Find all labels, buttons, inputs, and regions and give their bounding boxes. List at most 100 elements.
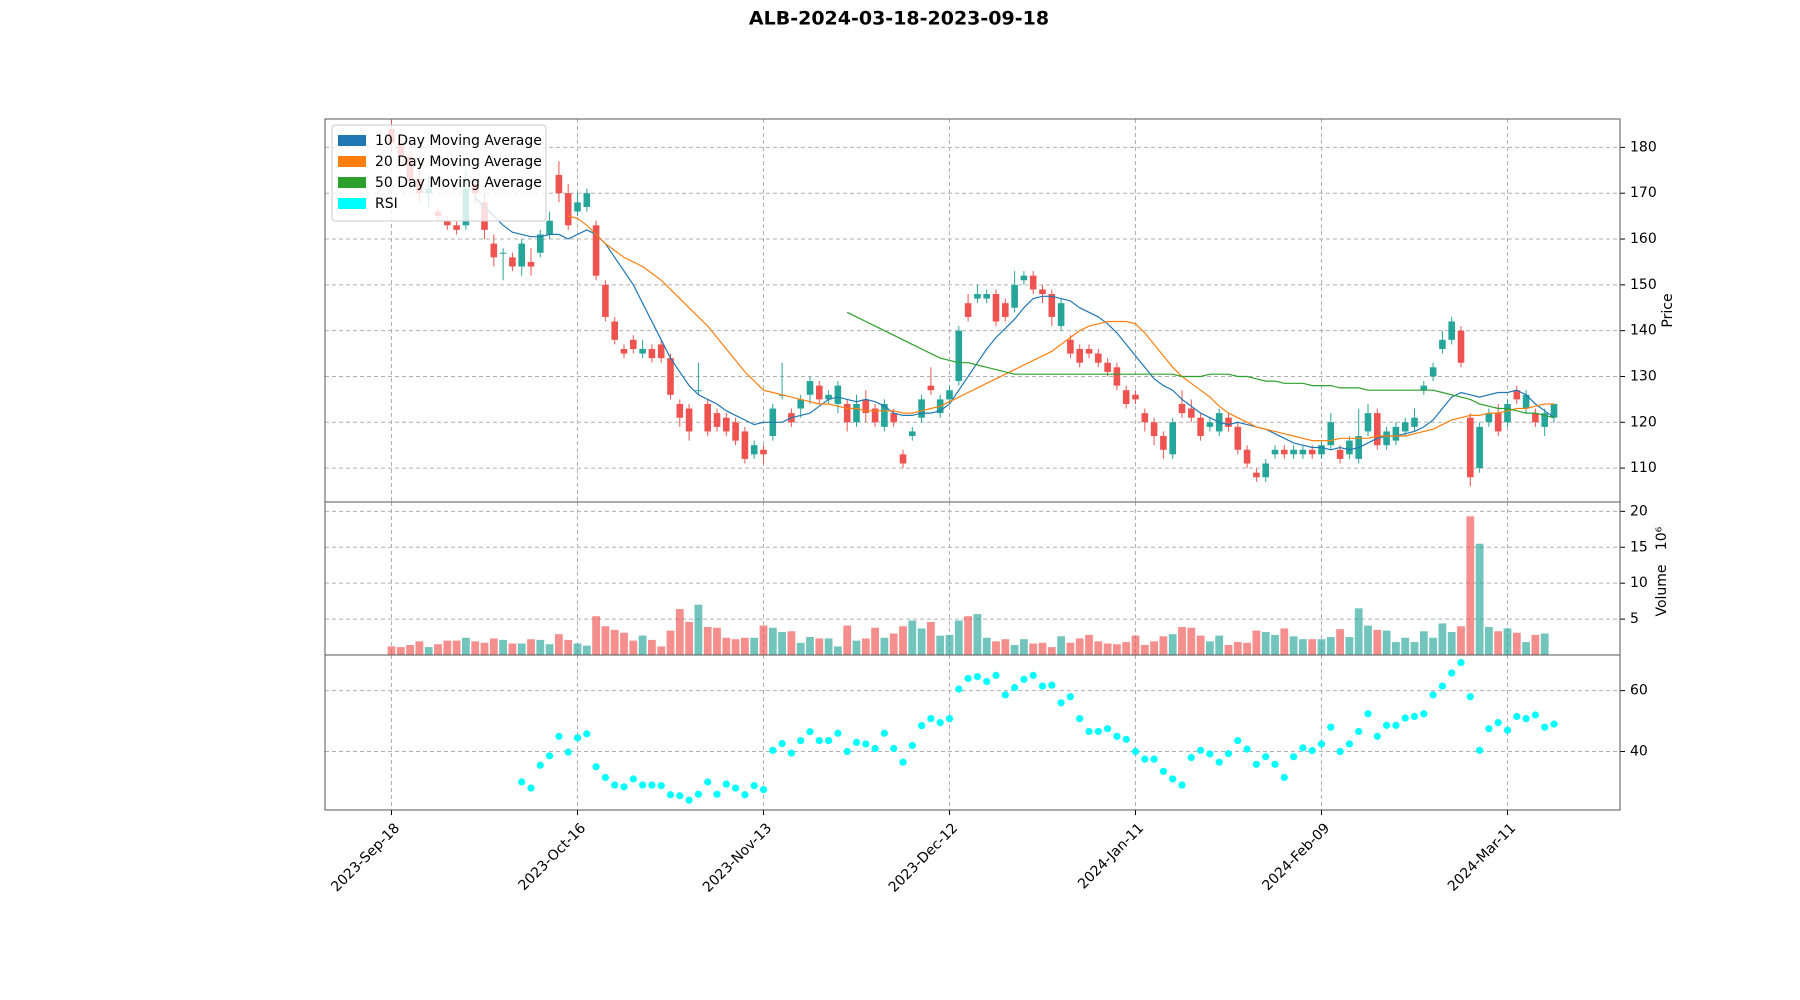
rsi-point xyxy=(1029,671,1037,680)
rsi-point xyxy=(852,738,861,746)
volume-bar xyxy=(1410,642,1419,655)
rsi-point xyxy=(1169,775,1177,783)
volume-bar xyxy=(1373,629,1382,655)
rsi-point xyxy=(713,790,721,798)
candle-body xyxy=(620,348,628,354)
candle-body xyxy=(1336,449,1344,459)
candle-body xyxy=(639,348,646,354)
volume-bar xyxy=(1271,634,1279,655)
volume-bar xyxy=(927,621,935,655)
rsi-point xyxy=(629,775,637,783)
candle-body xyxy=(918,399,925,418)
candle-body xyxy=(490,243,498,258)
legend-box xyxy=(331,124,547,222)
volume-bar xyxy=(1475,543,1484,655)
rsi-point xyxy=(918,722,926,730)
volume-bar xyxy=(703,626,712,655)
candle-body xyxy=(797,399,804,409)
volume-bar xyxy=(629,640,638,655)
rsi-point xyxy=(1085,727,1093,736)
rsi-point xyxy=(1345,740,1353,748)
volume-bar xyxy=(908,620,917,655)
volume-bar xyxy=(1122,642,1131,655)
volume-bar xyxy=(787,631,796,655)
candle-body xyxy=(1439,339,1446,349)
candle-body xyxy=(853,403,860,423)
y-tick-label: 150 xyxy=(1630,277,1657,293)
volume-bar xyxy=(1243,642,1251,655)
volume-bar xyxy=(1261,632,1270,655)
volume-bar xyxy=(1299,639,1307,655)
volume-bar xyxy=(443,640,452,655)
candle-body xyxy=(546,220,553,235)
rsi-point xyxy=(1280,773,1288,782)
volume-bar xyxy=(880,637,889,655)
candle-body xyxy=(1401,422,1409,432)
volume-bar xyxy=(452,640,461,655)
rsi-point xyxy=(1466,693,1474,701)
volume-bar xyxy=(861,638,870,655)
volume-bar xyxy=(778,632,786,655)
candle-body xyxy=(1029,275,1037,290)
y-tick-label: 5 xyxy=(1630,611,1639,627)
rsi-point xyxy=(1373,732,1381,740)
candle-body xyxy=(1169,422,1176,455)
volume-bar xyxy=(675,609,684,655)
rsi-point xyxy=(1048,681,1056,689)
rsi-point xyxy=(685,796,693,804)
x-tick-label: 2023-Sep-18 xyxy=(328,820,403,895)
volume-bar xyxy=(1540,633,1549,655)
candle-body xyxy=(1141,413,1149,423)
volume-bar xyxy=(1168,634,1177,655)
x-tick-label: 2023-Nov-13 xyxy=(700,820,775,895)
rsi-point xyxy=(611,781,619,789)
rsi-point xyxy=(1355,727,1363,736)
rsi-point xyxy=(1001,691,1009,699)
candle-body xyxy=(1448,321,1455,340)
volume-bar xyxy=(462,637,470,655)
volume-bar xyxy=(936,635,945,655)
volume-bar xyxy=(1001,639,1010,655)
rsi-point xyxy=(945,715,954,723)
rsi-point xyxy=(1299,744,1307,752)
rsi-point xyxy=(676,792,684,800)
volume-bar xyxy=(1066,642,1075,655)
candle-body xyxy=(806,381,814,395)
rsi-point xyxy=(1150,755,1158,763)
volume-bar xyxy=(489,638,498,655)
moving-average-line xyxy=(568,215,1554,442)
candle-body xyxy=(1327,422,1335,446)
legend-label: 50 Day Moving Average xyxy=(375,175,542,191)
volume-bar xyxy=(1131,635,1140,655)
volume-bar xyxy=(1233,642,1242,655)
volume-bar xyxy=(434,644,442,655)
rsi-point xyxy=(732,784,740,792)
rsi-point xyxy=(601,773,610,782)
rsi-point xyxy=(1224,750,1233,758)
candle-body xyxy=(1011,284,1018,308)
rsi-point xyxy=(1448,669,1456,677)
candle-body xyxy=(1113,367,1121,386)
candle-body xyxy=(1532,413,1539,423)
y-tick-label: 110 xyxy=(1630,460,1657,476)
rsi-point xyxy=(536,761,544,769)
candle-body xyxy=(750,445,758,455)
rsi-point xyxy=(694,790,703,798)
rsi-point xyxy=(1076,715,1084,723)
candle-body xyxy=(946,390,953,400)
rsi-point xyxy=(564,748,572,756)
volume-bar xyxy=(834,646,842,655)
volume-bar xyxy=(1512,632,1521,655)
candle-body xyxy=(1178,403,1186,414)
rsi-point xyxy=(1364,710,1372,718)
rsi-point xyxy=(555,732,563,740)
candle-body xyxy=(555,174,563,194)
volume-bar xyxy=(396,647,405,655)
candle-body xyxy=(1057,303,1065,327)
rsi-point xyxy=(759,785,768,794)
rsi-point xyxy=(862,740,870,748)
rsi-point xyxy=(1513,712,1521,721)
rsi-point xyxy=(1420,710,1428,718)
candle-body xyxy=(1225,417,1232,427)
